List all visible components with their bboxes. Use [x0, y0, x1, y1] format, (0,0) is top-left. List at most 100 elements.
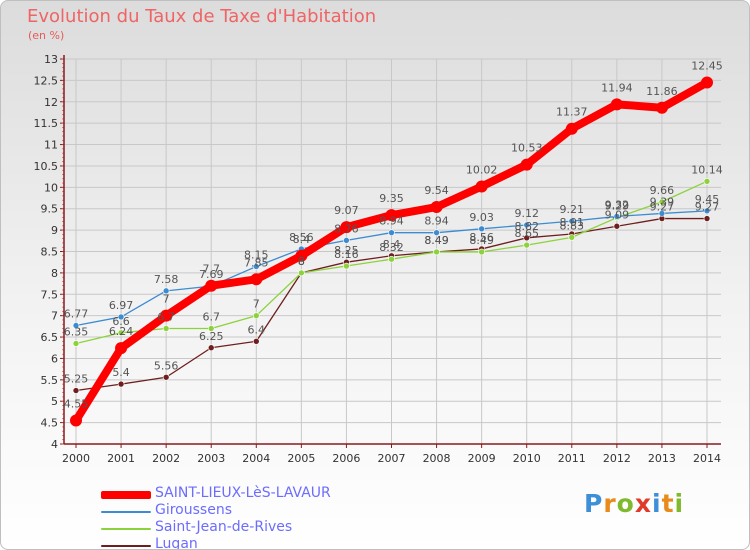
data-point [117, 313, 125, 321]
data-point [295, 249, 308, 262]
chart-title: Evolution du Taux de Taxe d'Habitation [27, 6, 377, 27]
data-point [388, 229, 395, 236]
data-label: 9.27 [695, 201, 720, 214]
data-label: 8.49 [469, 234, 494, 247]
y-tick-label: 12 [44, 96, 58, 109]
data-point [703, 207, 711, 215]
data-point [523, 234, 531, 242]
legend-label: Lugan [155, 536, 198, 550]
data-label: 8.25 [334, 244, 359, 257]
x-tick-label: 2002 [152, 452, 180, 465]
logo-letter: t [661, 489, 675, 518]
data-label: 6.35 [64, 325, 89, 338]
data-point [252, 338, 260, 345]
x-tick-label: 2008 [423, 452, 451, 465]
data-point [475, 180, 488, 193]
x-tick-label: 2007 [378, 452, 406, 465]
data-point [70, 414, 82, 427]
x-tick-label: 2011 [558, 452, 586, 465]
data-label: 7 [163, 293, 170, 306]
data-label: 6.4 [248, 323, 266, 336]
legend-swatch [101, 545, 151, 547]
data-label: 4.55 [64, 397, 89, 410]
data-label: 8 [298, 255, 305, 268]
data-point [252, 263, 260, 270]
data-label: 8.56 [289, 231, 314, 244]
y-tick-label: 8 [51, 267, 58, 280]
x-tick-label: 2004 [242, 452, 270, 465]
data-label: 6.6 [112, 315, 130, 328]
data-point [610, 98, 623, 111]
data-label: 12.45 [691, 60, 723, 73]
y-tick-label: 4.5 [41, 417, 59, 430]
data-label: 8.65 [514, 227, 539, 240]
data-point [162, 325, 170, 332]
data-label: 9.03 [469, 211, 494, 224]
data-point [115, 342, 128, 355]
data-point [655, 101, 668, 114]
data-label: 9.66 [650, 184, 675, 197]
data-label: 10.14 [691, 163, 723, 176]
y-tick-label: 7.5 [41, 288, 59, 301]
data-label: 8.4 [293, 233, 311, 246]
y-tick-label: 6.5 [41, 331, 59, 344]
data-label: 7.85 [244, 256, 269, 269]
y-tick-label: 5.5 [41, 374, 59, 387]
legend-swatch [101, 491, 151, 499]
data-label: 8.49 [424, 234, 449, 247]
data-label: 9.54 [424, 184, 449, 197]
unit-label: (en %) [28, 29, 65, 42]
data-label: 8.82 [514, 220, 539, 233]
data-label: 11.94 [601, 81, 633, 94]
data-point [565, 122, 578, 135]
data-point [701, 76, 713, 89]
data-point [205, 279, 218, 292]
data-label: 8.49 [424, 234, 449, 247]
data-point [343, 237, 350, 244]
data-point [430, 201, 443, 214]
data-point [343, 262, 350, 270]
legend-swatch [101, 528, 151, 530]
y-tick-label: 11 [44, 139, 58, 152]
logo-letter: r [603, 489, 617, 518]
y-tick-label: 13 [44, 53, 58, 66]
data-point [613, 222, 621, 230]
data-point [520, 158, 533, 171]
y-tick-label: 7 [51, 310, 58, 323]
y-tick-label: 9.5 [41, 203, 59, 216]
data-point [568, 217, 576, 225]
data-label: 9.29 [605, 200, 630, 213]
data-label: 7.58 [154, 273, 179, 286]
y-tick-label: 12.5 [34, 74, 59, 87]
x-tick-label: 2001 [107, 452, 135, 465]
y-tick-label: 10 [44, 181, 58, 194]
data-point [385, 209, 398, 222]
y-tick-label: 6 [51, 352, 58, 365]
data-label: 7.69 [199, 268, 224, 281]
data-point [117, 380, 125, 388]
logo-letter: o [616, 489, 635, 518]
data-label: 9.12 [514, 207, 539, 220]
data-label: 8.94 [424, 215, 449, 228]
data-point [72, 387, 80, 394]
data-label: 8.16 [334, 248, 359, 261]
data-point [478, 225, 485, 233]
data-label: 8.32 [379, 241, 404, 254]
data-point [72, 322, 80, 329]
data-point [433, 248, 440, 256]
data-label: 8.56 [469, 231, 494, 244]
data-label: 9.07 [334, 204, 359, 217]
x-tick-label: 2003 [197, 452, 225, 465]
y-tick-label: 5 [51, 395, 58, 408]
y-tick-label: 4 [51, 438, 58, 451]
y-tick-label: 8.5 [41, 246, 59, 259]
data-label: 7.7 [202, 263, 220, 276]
data-point [568, 234, 576, 241]
data-point [207, 325, 215, 332]
data-label: 5.25 [64, 373, 89, 386]
data-label: 9.21 [560, 203, 585, 216]
data-label: 9.09 [605, 208, 630, 221]
data-point [162, 287, 170, 295]
y-tick-label: 9 [51, 224, 58, 237]
